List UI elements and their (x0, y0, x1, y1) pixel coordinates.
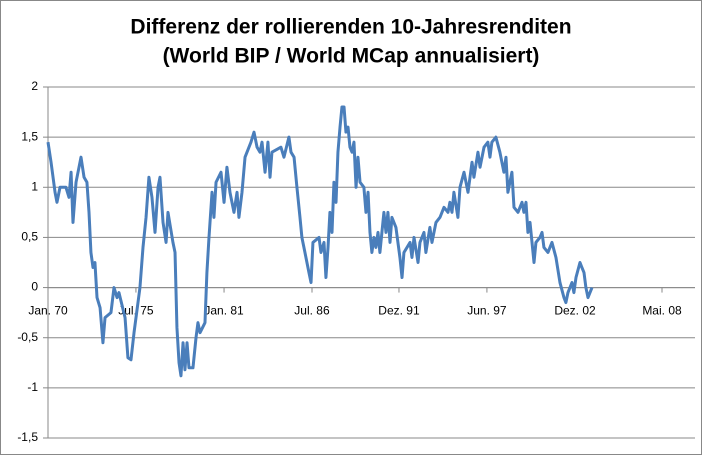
y-tick-label: 0 (31, 280, 38, 294)
chart-title: Differenz der rollierenden 10-Jahresrend… (130, 16, 571, 39)
x-tick-label: Jan. 70 (28, 304, 68, 318)
y-tick-label: 2 (31, 79, 38, 93)
x-tick-label: Jan. 81 (204, 304, 244, 318)
data-line (46, 105, 594, 378)
y-tick-label: -1,5 (17, 430, 38, 444)
y-tick-label: -1 (27, 380, 38, 394)
x-tick-label: Dez. 02 (554, 304, 596, 318)
x-tick-label: Jul. 86 (294, 304, 330, 318)
chart-subtitle: (World BIP / World MCap annualisiert) (163, 45, 540, 68)
x-tick-label: Jun. 97 (467, 304, 507, 318)
y-tick-label: 0,5 (21, 230, 38, 244)
x-tick-label: Mai. 08 (642, 304, 682, 318)
y-tick-label: 1 (31, 179, 38, 193)
y-tick-label: -0,5 (17, 330, 38, 344)
x-tick-label: Dez. 91 (378, 304, 420, 318)
y-tick-label: 1,5 (21, 129, 38, 143)
